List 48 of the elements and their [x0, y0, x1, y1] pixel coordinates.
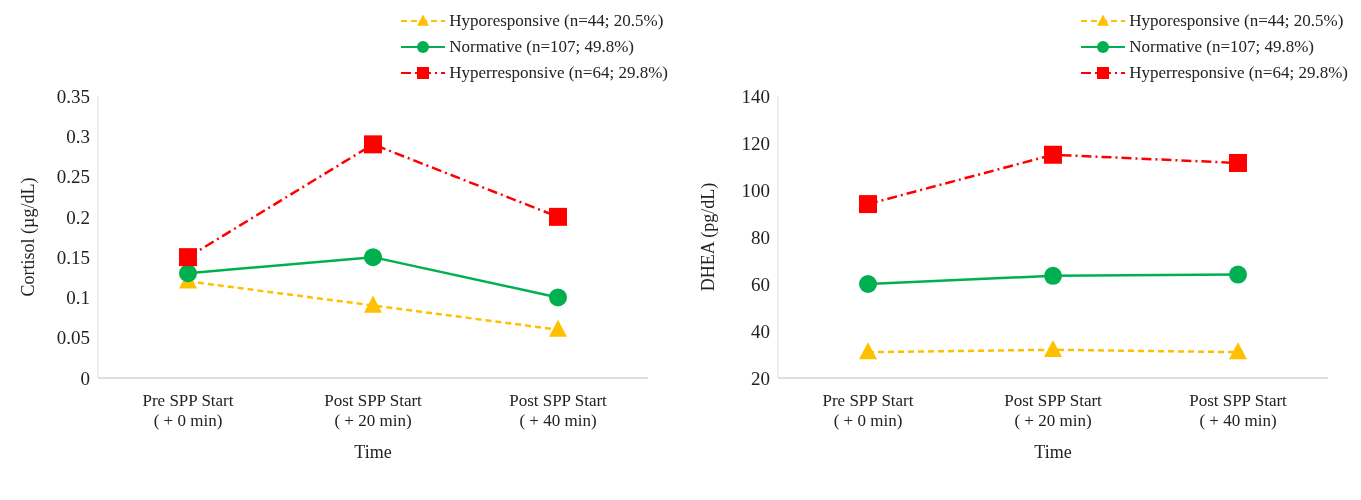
y-axis-title: Cortisol (µg/dL) [18, 177, 40, 297]
legend-label: Normative (n=107; 49.8%) [1129, 37, 1315, 57]
y-tick-label: 0.2 [66, 206, 90, 228]
x-tick-label: Post SPP Start ( + 40 min) [509, 391, 608, 430]
y-tick-label: 0.25 [56, 166, 90, 188]
point [549, 207, 567, 226]
y-tick-label: 120 [741, 132, 770, 154]
y-tick-label: 140 [741, 85, 770, 107]
point [859, 342, 877, 360]
y-tick-label: 0.3 [66, 126, 90, 148]
point [364, 295, 382, 313]
y-tick-label: 60 [751, 273, 770, 295]
point [364, 135, 382, 154]
y-tick-label: 0 [80, 367, 90, 389]
point [179, 264, 197, 283]
point [549, 288, 567, 307]
point [1229, 153, 1247, 172]
legend-label: Hyporesponsive (n=44; 20.5%) [449, 11, 664, 31]
x-tick-label: Pre SPP Start ( + 0 min) [142, 391, 234, 430]
y-axis-title: DHEA (pg/dL) [698, 182, 720, 292]
y-tick-label: 0.1 [66, 287, 90, 309]
y-tick-label: 100 [741, 179, 770, 201]
point [1044, 266, 1062, 285]
point [1229, 265, 1247, 284]
x-tick-label: Post SPP Start ( + 20 min) [324, 391, 423, 430]
y-tick-label: 0.15 [56, 246, 90, 268]
point [549, 319, 567, 337]
point [1044, 339, 1062, 357]
x-tick-label: Post SPP Start ( + 40 min) [1189, 391, 1288, 430]
point [1044, 145, 1062, 164]
y-tick-label: 20 [751, 367, 770, 389]
legend-label: Normative (n=107; 49.8%) [449, 37, 635, 57]
y-tick-label: 80 [751, 226, 770, 248]
legend-label: Hyperresponsive (n=64; 29.8%) [449, 63, 668, 83]
x-axis-title: Time [1034, 442, 1072, 462]
point [364, 248, 382, 267]
point [859, 195, 877, 214]
y-tick-label: 0.05 [56, 327, 90, 349]
point [859, 275, 877, 293]
x-axis-title: Time [354, 442, 392, 462]
x-tick-label: Post SPP Start ( + 20 min) [1004, 391, 1103, 430]
x-tick-label: Pre SPP Start ( + 0 min) [822, 391, 914, 430]
legend-label: Hyperresponsive (n=64; 29.8%) [1129, 63, 1348, 83]
legend-label: Hyporesponsive (n=44; 20.5%) [1129, 11, 1344, 31]
y-tick-label: 40 [751, 320, 770, 342]
point [1229, 342, 1247, 360]
point [179, 248, 197, 267]
y-tick-label: 0.35 [56, 85, 90, 107]
